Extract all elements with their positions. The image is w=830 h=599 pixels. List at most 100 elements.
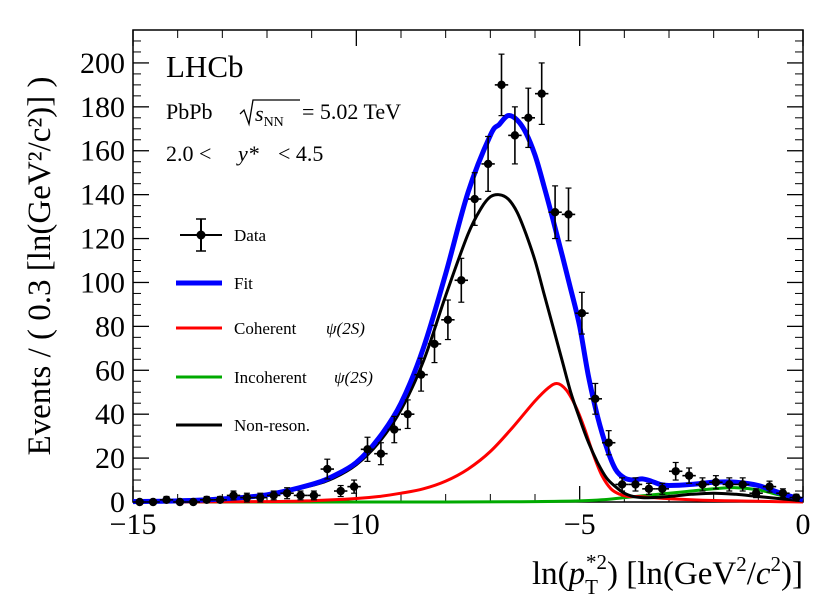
legend-data: Data (180, 218, 267, 252)
data-point-marker (537, 89, 546, 98)
data-point (374, 442, 388, 466)
data-point (347, 479, 361, 494)
data-point (334, 484, 348, 498)
data-point-marker (282, 489, 292, 498)
data-point-marker (671, 467, 680, 476)
data-point-marker (698, 480, 707, 489)
data-point-marker (242, 493, 252, 502)
curve-fit (132, 112, 804, 505)
data-point (307, 490, 321, 501)
data-point (628, 477, 643, 492)
data-point (213, 495, 227, 505)
data-point (441, 299, 455, 341)
data-point-marker (684, 471, 694, 480)
data-point-marker (336, 486, 345, 496)
rapidity-label: 2.0 < y* < 4.5 (166, 141, 323, 166)
data-point-marker (725, 480, 734, 489)
data-point (414, 357, 428, 392)
legend-incoherent-particle: ψ(2S) (334, 368, 373, 387)
y-tick-label: 200 (80, 47, 125, 80)
data-point-marker (403, 409, 412, 419)
legend-nonreson: Non-reson. (176, 416, 310, 435)
x-tick-label: 0 (796, 508, 811, 541)
legend-data-label: Data (234, 226, 267, 245)
data-point-marker (792, 493, 801, 502)
data-point (253, 492, 267, 503)
data-point (561, 187, 576, 242)
data-point (280, 487, 294, 500)
data-point-marker (631, 480, 640, 489)
data-point-marker (135, 497, 144, 507)
energy-label: sNN = 5.02 TeV (239, 99, 401, 130)
data-point-marker (617, 480, 627, 489)
data-point (200, 495, 214, 505)
data-point (146, 497, 160, 507)
data-point-marker (711, 478, 721, 487)
data-point (481, 135, 495, 192)
data-point-marker (430, 339, 439, 349)
data-point (159, 495, 174, 505)
data-point-marker (363, 445, 372, 454)
data-point (360, 436, 375, 462)
data-point (575, 291, 589, 335)
y-tick-label: 0 (110, 486, 125, 519)
data-point (749, 488, 763, 499)
data-point-marker (778, 489, 788, 498)
data-point-marker (349, 482, 359, 491)
data-point (669, 461, 683, 481)
y-tick-label: 20 (95, 442, 125, 475)
data-point (762, 480, 777, 493)
data-point-marker (162, 495, 171, 505)
data-point-marker (229, 491, 238, 500)
curve-incoherent (132, 486, 804, 504)
legend-fit: Fit (176, 274, 253, 293)
data-point (722, 477, 736, 492)
data-point (293, 490, 308, 501)
data-point (776, 488, 790, 499)
data-point-marker (577, 309, 587, 318)
data-point (320, 458, 334, 480)
data-point (535, 62, 549, 126)
data-point (615, 477, 629, 492)
legend-fit-label: Fit (234, 274, 253, 293)
y-tick-label: 140 (80, 179, 125, 212)
data-point (267, 490, 281, 501)
data-point-marker (416, 370, 426, 379)
data-point-marker (215, 495, 225, 505)
data-point (682, 467, 696, 484)
data-point (387, 415, 401, 444)
data-point-marker (604, 438, 613, 447)
data-point (226, 490, 241, 501)
data-point (401, 399, 415, 430)
x-axis-title: ln(pT*2) [ln(GeV2/c2)] (532, 550, 803, 599)
y-tick-label: 60 (95, 354, 125, 387)
data-point (602, 430, 616, 456)
legend: Data Fit Coherent ψ(2S) Incoherent ψ(2S)… (176, 218, 373, 435)
data-point-marker (644, 484, 654, 494)
sqrt-sign (239, 99, 300, 127)
axis-tick-labels: −15 −10 −5 0 0 20 40 60 80 100 120 140 160 180 200 (80, 47, 811, 541)
data-point (789, 493, 803, 502)
y-tick-label: 40 (95, 398, 125, 431)
rapidity-high: < 4.5 (278, 141, 323, 166)
y-tick-label: 160 (80, 135, 125, 168)
x-tick-label: −15 (110, 508, 157, 541)
data-point (548, 185, 562, 240)
legend-coherent: Coherent ψ(2S) (176, 319, 365, 338)
experiment-label: LHCb (166, 49, 244, 84)
y-tick-label: 80 (95, 310, 125, 343)
data-point-marker (550, 208, 560, 217)
data-point (240, 492, 254, 503)
y-tick-label: 100 (80, 266, 125, 299)
data-point-marker (510, 131, 520, 140)
legend-nonreson-label: Non-reson. (234, 416, 310, 435)
legend-data-marker (196, 230, 206, 240)
x-tick-label: −10 (333, 508, 380, 541)
data-point-marker (470, 194, 479, 204)
energy-sqrt-s: sNN (255, 101, 284, 130)
rapidity-low: 2.0 < (166, 141, 211, 166)
data-point-marker (443, 315, 453, 324)
data-point (494, 53, 509, 117)
data-point-marker (296, 491, 305, 500)
data-point-marker (256, 493, 265, 502)
